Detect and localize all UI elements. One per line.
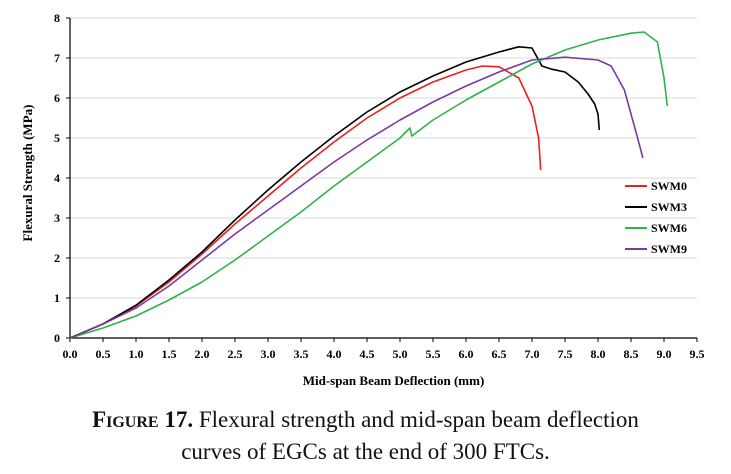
x-tick-label: 3.5: [294, 347, 309, 361]
x-tick-label: 6.0: [459, 347, 474, 361]
series-line-swm0: [69, 65, 542, 339]
gridlines: [70, 17, 697, 299]
y-tick-label: 4: [54, 171, 60, 185]
series-lines: [69, 31, 669, 339]
y-tick-label: 8: [54, 11, 60, 25]
x-tick-label: 9.5: [690, 347, 705, 361]
x-tick-label: 7.5: [558, 347, 573, 361]
x-tick-label: 0.0: [63, 347, 78, 361]
x-tick-label: 1.0: [129, 347, 144, 361]
x-tick-label: 4.5: [360, 347, 375, 361]
x-tick-label: 2.5: [228, 347, 243, 361]
x-tick-label: 2.0: [195, 347, 210, 361]
x-tick-label: 5.5: [426, 347, 441, 361]
legend-label-swm6: SWM6: [651, 221, 687, 235]
x-tick-label: 5.0: [393, 347, 408, 361]
figure-label: Figure 17.: [92, 407, 194, 432]
x-tick-label: 1.5: [162, 347, 177, 361]
caption-line-2: curves of EGCs at the end of 300 FTCs.: [181, 439, 550, 464]
axes: [66, 17, 698, 342]
y-tick-label: 2: [54, 251, 60, 265]
y-tick-label: 3: [54, 211, 60, 225]
legend-label-swm0: SWM0: [651, 179, 687, 193]
x-tick-label: 8.0: [591, 347, 606, 361]
x-tick-label: 6.5: [492, 347, 507, 361]
x-axis-title: Mid-span Beam Deflection (mm): [303, 373, 485, 388]
x-tick-label: 4.0: [327, 347, 342, 361]
caption-line-1: Flexural strength and mid-span beam defl…: [193, 407, 639, 432]
x-tick-labels: 0.0 0.5 1.0 1.5 2.0 2.5 3.0 3.5 4.0 4.5 5.0 5.5 6.0 6…: [63, 347, 705, 361]
x-tick-label: 7.0: [525, 347, 540, 361]
y-tick-label: 5: [54, 131, 60, 145]
y-tick-label: 0: [54, 331, 60, 345]
figure-caption: Figure 17. Flexural strength and mid-spa…: [0, 404, 731, 468]
chart: 0.0 0.5 1.0 1.5 2.0 2.5 3.0 3.5 4.0 4.5 5.0 5.5 6.0 6…: [20, 11, 705, 388]
x-tick-label: 3.0: [261, 347, 276, 361]
series-line-swm6: [69, 31, 669, 339]
x-tick-label: 9.0: [657, 347, 672, 361]
legend-label-swm9: SWM9: [651, 242, 687, 256]
series-line-swm3: [69, 46, 601, 339]
y-tick-labels: 0 1 2 3 4 5 6 7 8: [54, 11, 60, 345]
x-tick-label: 0.5: [96, 347, 111, 361]
legend: SWM0 SWM3 SWM6 SWM9: [625, 179, 687, 256]
x-tick-label: 8.5: [624, 347, 639, 361]
series-line-swm9: [69, 56, 644, 339]
y-tick-label: 6: [54, 91, 60, 105]
y-axis-title: Flexural Strength (MPa): [20, 105, 35, 242]
y-tick-label: 1: [54, 291, 60, 305]
legend-label-swm3: SWM3: [651, 200, 687, 214]
y-tick-label: 7: [54, 51, 60, 65]
